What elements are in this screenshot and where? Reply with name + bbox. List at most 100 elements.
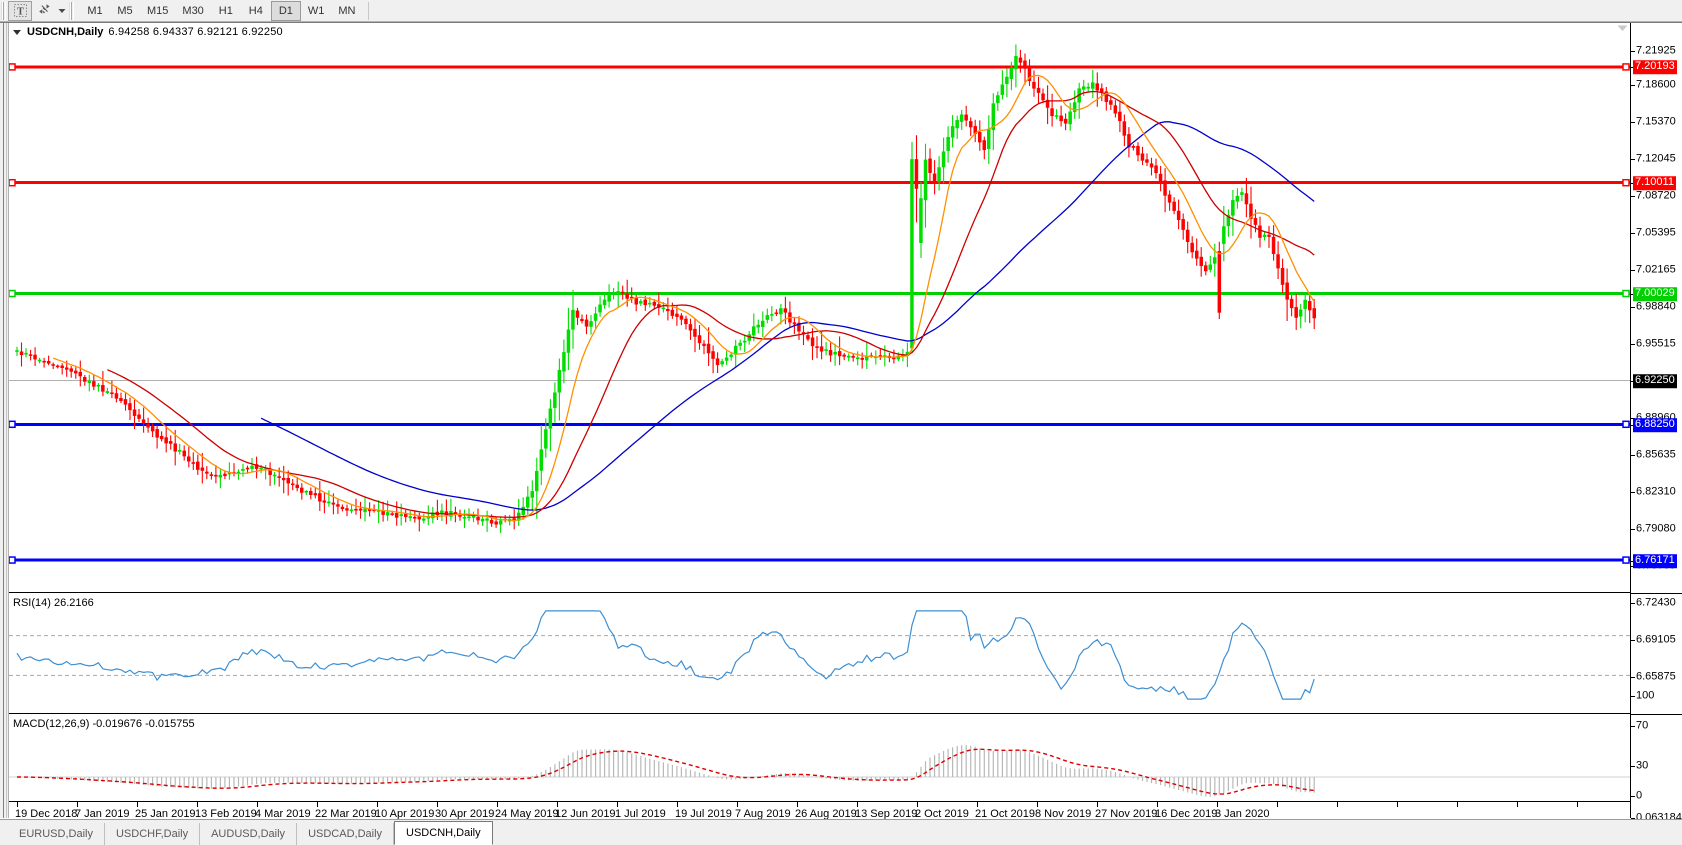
timeframe-d1[interactable]: D1 (270, 0, 301, 21)
time-axis-tick (1457, 802, 1458, 807)
timeframe-m1[interactable]: M1 (87, 4, 103, 17)
time-axis-tick (977, 802, 978, 807)
price-axis-label-7.02165: 7.02165 (1636, 263, 1676, 276)
rsi-axis-label-30: 30 (1636, 759, 1649, 772)
time-axis-tick (17, 802, 18, 807)
price-axis-tag-7.10011[interactable]: 7.10011 (1633, 176, 1676, 190)
price-axis-label-6.65875: 6.65875 (1636, 670, 1676, 683)
rsi-plot (9, 594, 1630, 713)
price-axis-label-6.82310: 6.82310 (1636, 485, 1676, 498)
time-axis-tick (557, 802, 558, 807)
timeframe-group: M1 M5 M15 M30 H1 H4 D1 W1 MN (80, 0, 362, 21)
legend-collapse-icon[interactable] (13, 29, 21, 35)
price-axis-label-7.18600: 7.18600 (1636, 78, 1676, 91)
tab-eurusd-daily[interactable]: EURUSD,Daily (8, 823, 105, 845)
crosshair-text-tool-icon[interactable]: T (8, 0, 32, 21)
axis-tick (1631, 677, 1635, 678)
text-tool-glyph: T (13, 4, 27, 18)
axis-tick (1631, 726, 1635, 727)
price-axis-label-6.98840: 6.98840 (1636, 300, 1676, 313)
time-axis[interactable]: 19 Dec 2018 7 Jan 2019 25 Jan 2019 13 Feb 2… (9, 801, 1630, 840)
indicators-icon[interactable] (32, 1, 56, 21)
macd-legend: MACD(12,26,9) -0.019676 -0.015755 (13, 718, 195, 730)
time-axis-label-11: 19 Jul 2019 (675, 808, 732, 820)
time-axis-label-4: 4 Mar 2019 (255, 808, 311, 820)
time-axis-tick (617, 802, 618, 807)
price-plot (9, 23, 1630, 592)
chart-scroll-nub-icon[interactable] (1617, 25, 1628, 32)
time-axis-tick (1157, 802, 1158, 807)
price-axis-tag-6.92250[interactable]: 6.92250 (1633, 374, 1677, 388)
price-axis-label-6.95515: 6.95515 (1636, 337, 1676, 350)
time-axis-tick (797, 802, 798, 807)
time-axis-tick (857, 802, 858, 807)
chart-tabs: EURUSD,Daily USDCHF,Daily AUDUSD,Daily U… (8, 821, 493, 845)
axis-divider (1631, 593, 1682, 594)
dropdown-arrow-icon[interactable] (56, 1, 68, 21)
axis-divider (1631, 714, 1682, 715)
time-axis-label-6: 10 Apr 2019 (375, 808, 435, 820)
macd-axis-label-0.063184: 0.063184 (1636, 811, 1682, 824)
caret-down-glyph (58, 8, 66, 13)
time-axis-label-12: 7 Aug 2019 (735, 808, 791, 820)
chart-window[interactable]: USDCNH,Daily 6.94258 6.94337 6.92121 6.9… (0, 22, 1682, 823)
tab-usdchf-daily[interactable]: USDCHF,Daily (105, 823, 201, 845)
axis-tick (1631, 492, 1635, 493)
timeframe-m5[interactable]: M5 (117, 4, 133, 17)
price-axis[interactable]: 7.21925 7.20193 7.18600 7.15370 7.12045 7.100… (1630, 23, 1682, 823)
rsi-indicator-panel[interactable]: RSI(14) 26.2166 (9, 594, 1630, 714)
price-axis-label-6.85635: 6.85635 (1636, 448, 1676, 461)
timeframe-h1[interactable]: H1 (218, 4, 233, 17)
timeframe-mn[interactable]: MN (338, 4, 356, 17)
time-axis-label-1: 7 Jan 2019 (75, 808, 130, 820)
time-axis-label-13: 26 Aug 2019 (795, 808, 857, 820)
rsi-legend: RSI(14) 26.2166 (13, 597, 94, 609)
axis-tick (1631, 696, 1635, 697)
tab-usdcnh-daily[interactable]: USDCNH,Daily (394, 821, 493, 845)
axis-tick (1631, 529, 1635, 530)
axis-tick (1631, 640, 1635, 641)
time-axis-tick (317, 802, 318, 807)
timeframe-w1[interactable]: W1 (307, 4, 325, 17)
axis-tick (1631, 233, 1635, 234)
price-axis-label-7.21925: 7.21925 (1636, 44, 1676, 57)
tab-audusd-daily[interactable]: AUDUSD,Daily (200, 823, 298, 845)
price-chart-panel[interactable]: USDCNH,Daily 6.94258 6.94337 6.92121 6.9… (9, 23, 1630, 593)
timeframe-m30[interactable]: M30 (182, 4, 204, 17)
price-axis-tag-7.00029[interactable]: 7.00029 (1633, 287, 1677, 301)
price-axis-tag-6.76171[interactable]: 6.76171 (1633, 554, 1677, 568)
time-axis-tick (437, 802, 438, 807)
chart-tabbar: EURUSD,Daily USDCHF,Daily AUDUSD,Daily U… (0, 819, 1682, 845)
price-axis-label-7.05395: 7.05395 (1636, 226, 1676, 239)
indicators-glyph (39, 4, 50, 14)
svg-text:T: T (17, 7, 24, 18)
time-axis-tick (1337, 802, 1338, 807)
main-toolbar: T M1 M5 M15 M30 H1 H4 D1 W1 MN (0, 0, 1682, 22)
time-axis-tick (497, 802, 498, 807)
timeframe-m15[interactable]: M15 (147, 4, 169, 17)
time-axis-tick (1517, 802, 1518, 807)
time-axis-tick (1277, 802, 1278, 807)
time-axis-label-9: 12 Jun 2019 (555, 808, 616, 820)
timeframe-grip[interactable] (69, 1, 74, 20)
macd-indicator-panel[interactable]: MACD(12,26,9) -0.019676 -0.015755 (9, 715, 1630, 800)
axis-tick (1631, 270, 1635, 271)
rsi-axis-label-0: 0 (1636, 789, 1643, 802)
axis-tick (1631, 122, 1635, 123)
time-axis-tick (257, 802, 258, 807)
time-axis-label-14: 13 Sep 2019 (855, 808, 918, 820)
price-axis-tag-7.20193[interactable]: 7.20193 (1633, 60, 1677, 74)
time-axis-label-8: 24 May 2019 (495, 808, 559, 820)
timeframe-h4[interactable]: H4 (248, 4, 263, 17)
toolbar-grip[interactable] (1, 1, 6, 20)
axis-tick (1631, 85, 1635, 86)
symbol-legend: USDCNH,Daily 6.94258 6.94337 6.92121 6.9… (13, 26, 283, 38)
axis-tick (1631, 307, 1635, 308)
price-axis-label-7.08720: 7.08720 (1636, 189, 1676, 202)
price-axis-label-6.88960: 6.88960 (1636, 412, 1676, 424)
axis-tick (1631, 766, 1635, 767)
symbol-label: USDCNH,Daily (27, 26, 104, 38)
tab-usdcad-daily[interactable]: USDCAD,Daily (297, 823, 395, 845)
price-axis-tag-6.88250[interactable]: 6.88250 (1633, 418, 1677, 432)
time-axis-label-16: 21 Oct 2019 (975, 808, 1035, 820)
